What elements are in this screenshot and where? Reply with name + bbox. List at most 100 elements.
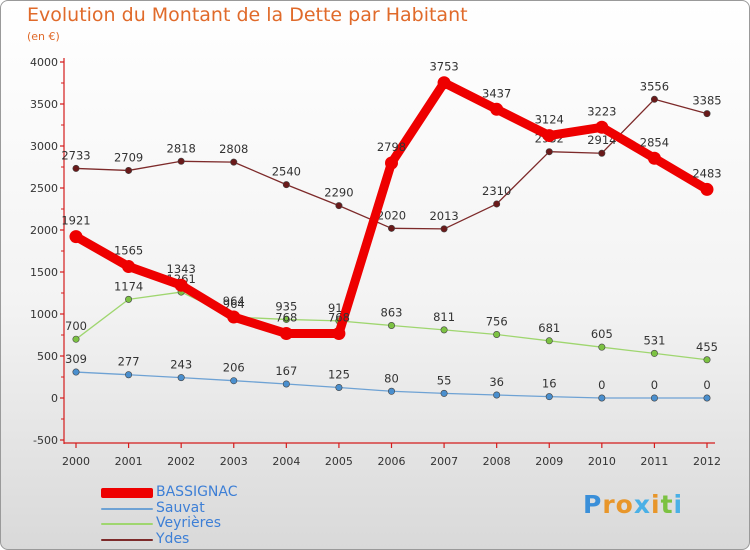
x-tick-label: 2005 — [325, 455, 353, 468]
data-point-ydes — [493, 200, 501, 208]
data-label-veyri-res: 935 — [275, 299, 297, 313]
data-label-bassignac: 2798 — [377, 140, 406, 154]
data-label-bassignac: 3753 — [429, 60, 458, 74]
logo-letter: o — [615, 490, 634, 519]
legend-swatch — [101, 507, 153, 510]
data-point-sauvat — [177, 374, 185, 382]
legend-label: Sauvat — [156, 499, 205, 516]
x-tick-label: 2008 — [483, 455, 511, 468]
data-point-bassignac — [647, 151, 661, 165]
data-point-ydes — [230, 158, 238, 166]
legend-swatch — [101, 538, 153, 541]
data-label-sauvat: 0 — [651, 378, 658, 392]
data-point-bassignac — [332, 326, 346, 340]
data-label-bassignac: 1921 — [61, 214, 90, 228]
legend-label: BASSIGNAC — [156, 484, 238, 500]
chart-title: Evolution du Montant de la Dette par Hab… — [27, 4, 468, 26]
data-label-ydes: 3556 — [640, 79, 669, 93]
data-label-veyri-res: 455 — [696, 340, 718, 354]
data-label-ydes: 2540 — [272, 165, 301, 179]
data-label-sauvat: 167 — [275, 364, 297, 378]
data-label-ydes: 2733 — [61, 148, 90, 162]
data-label-ydes: 2818 — [167, 141, 196, 155]
data-point-bassignac — [69, 230, 83, 244]
x-tick-label: 2010 — [588, 455, 616, 468]
data-point-bassignac — [227, 310, 241, 324]
data-point-bassignac — [122, 260, 136, 274]
data-point-ydes — [335, 202, 343, 210]
y-tick-label: 3500 — [30, 98, 58, 111]
data-label-veyri-res: 863 — [381, 306, 403, 320]
data-point-ydes — [598, 149, 606, 157]
data-label-ydes: 3385 — [692, 94, 721, 108]
data-point-veyri-res — [125, 295, 133, 303]
data-point-veyri-res — [650, 349, 658, 357]
data-label-ydes: 2310 — [482, 184, 511, 198]
logo-letter: t — [660, 490, 674, 519]
x-tick-label: 2001 — [115, 455, 143, 468]
data-label-bassignac: 3437 — [482, 86, 511, 100]
data-label-veyri-res: 605 — [591, 327, 613, 341]
data-label-bassignac: 3223 — [587, 104, 616, 118]
x-tick-label: 2002 — [167, 455, 195, 468]
data-label-sauvat: 55 — [437, 373, 452, 387]
data-label-veyri-res: 964 — [223, 297, 245, 311]
data-point-veyri-res — [72, 335, 80, 343]
data-label-sauvat: 36 — [489, 375, 504, 389]
legend-swatch — [101, 488, 153, 498]
data-label-ydes: 2020 — [377, 208, 406, 222]
y-tick-label: 2500 — [30, 182, 58, 195]
data-point-ydes — [72, 164, 80, 172]
data-label-ydes: 2808 — [219, 142, 248, 156]
data-label-sauvat: 206 — [223, 361, 245, 375]
data-label-veyri-res: 700 — [65, 319, 87, 333]
data-point-sauvat — [125, 371, 133, 379]
data-point-sauvat — [703, 394, 711, 402]
data-label-bassignac: 964 — [223, 294, 245, 308]
data-label-sauvat: 0 — [703, 378, 710, 392]
x-tick-label: 2011 — [640, 455, 668, 468]
data-label-sauvat: 243 — [170, 358, 192, 372]
data-point-sauvat — [230, 377, 238, 385]
data-point-veyri-res — [545, 337, 553, 345]
x-tick-label: 2004 — [272, 455, 300, 468]
data-point-ydes — [650, 95, 658, 103]
data-label-veyri-res: 756 — [486, 314, 508, 328]
data-point-sauvat — [335, 383, 343, 391]
data-label-bassignac: 1565 — [114, 244, 143, 258]
y-tick-label: -500 — [33, 434, 58, 447]
data-point-veyri-res — [282, 315, 290, 323]
data-point-ydes — [545, 148, 553, 156]
data-label-veyri-res: 681 — [538, 321, 560, 335]
logo-letter: r — [602, 490, 616, 519]
data-label-sauvat: 309 — [65, 352, 87, 366]
y-tick-label: 2000 — [30, 224, 58, 237]
data-label-sauvat: 80 — [384, 371, 399, 385]
x-tick-label: 2003 — [220, 455, 248, 468]
data-label-bassignac: 2483 — [692, 166, 721, 180]
data-label-bassignac: 2854 — [640, 135, 669, 149]
data-point-veyri-res — [598, 343, 606, 351]
data-label-bassignac: 768 — [328, 310, 350, 324]
data-point-ydes — [282, 181, 290, 189]
legend-label: Veyrières — [156, 515, 222, 531]
data-point-sauvat — [72, 368, 80, 376]
x-tick-label: 2007 — [430, 455, 458, 468]
data-point-bassignac — [490, 102, 504, 116]
legend-swatch — [101, 523, 153, 525]
data-label-ydes: 2290 — [324, 186, 353, 200]
y-tick-label: 1500 — [30, 266, 58, 279]
logo-letter: i — [651, 490, 661, 519]
data-point-ydes — [177, 157, 185, 165]
y-tick-label: 500 — [37, 350, 58, 363]
data-point-sauvat — [387, 387, 395, 395]
data-point-veyri-res — [387, 322, 395, 330]
legend-label: Ydes — [156, 530, 190, 547]
data-point-veyri-res — [703, 356, 711, 364]
data-point-ydes — [703, 110, 711, 118]
y-tick-label: 0 — [51, 392, 58, 405]
data-point-ydes — [387, 224, 395, 232]
chart-subtitle: (en €) — [27, 30, 60, 43]
